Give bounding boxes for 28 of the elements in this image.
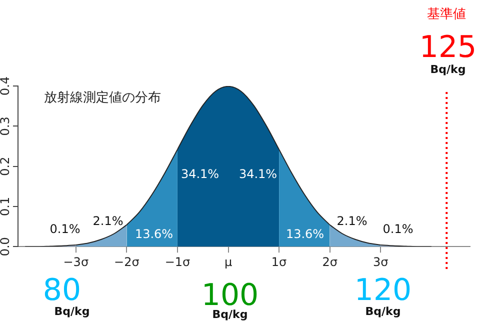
y-tick-label: 0.1 (0, 196, 12, 216)
x-tick-label: μ (224, 254, 232, 269)
text: 120 (354, 273, 412, 308)
text: Bq/kg (54, 305, 90, 318)
annotation: 34.1% (180, 167, 220, 181)
x-tick-label: −2σ (114, 254, 140, 269)
x-tick-label: 1σ (271, 254, 288, 269)
x-tick-label: 2σ (322, 254, 338, 269)
y-tick-label: 0.2 (0, 156, 12, 176)
annotation: 13.6% (286, 227, 324, 241)
x-tick-label: −1σ (164, 254, 191, 269)
annotation: 0.1% (50, 222, 80, 236)
x-tick-label: −3σ (63, 254, 89, 269)
text: 125 (419, 30, 477, 65)
annotation: 34.1% (238, 167, 278, 181)
text: 80 (42, 273, 82, 308)
chart-title: 放射線測定値の分布 (44, 90, 161, 106)
text: Bq/kg (430, 63, 466, 76)
y-tick-label: 0.4 (0, 76, 12, 96)
text: Bq/kg (365, 305, 401, 318)
ref-line-label: 基準値 (427, 7, 466, 22)
annotation: 0.1% (382, 222, 414, 236)
annotation: 2.1% (92, 214, 124, 228)
y-tick-label: 0.3 (0, 116, 12, 136)
x-tick-label: 3σ (372, 254, 389, 269)
annotation: 13.6% (134, 227, 174, 241)
y-tick-label: 0.0 (0, 237, 12, 256)
annotation: 2.1% (336, 214, 368, 228)
